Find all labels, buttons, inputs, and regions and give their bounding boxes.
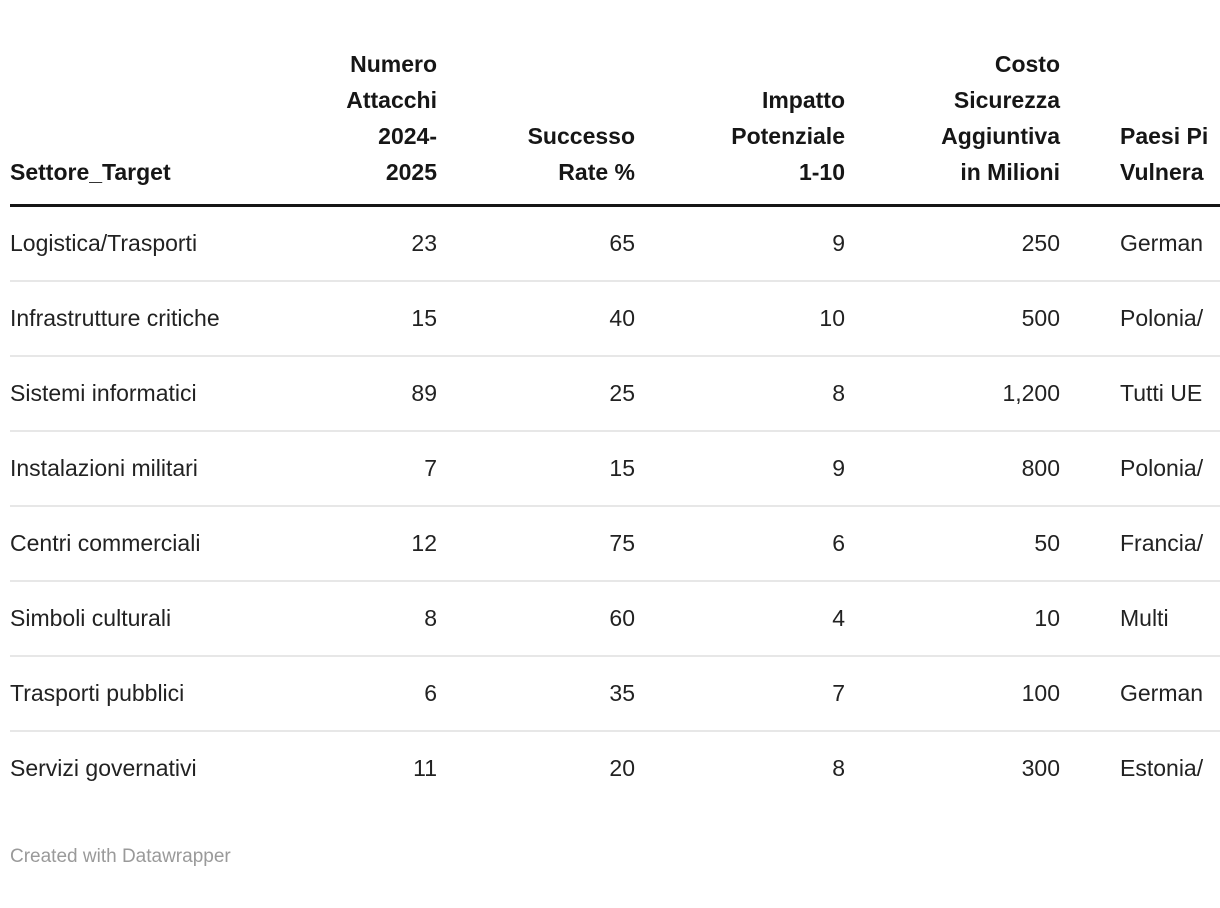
cell-settore: Logistica/Trasporti [10,205,250,282]
cell-impatto: 8 [635,356,845,432]
cell-attacchi: 6 [250,656,437,732]
cell-successo: 40 [437,281,635,357]
cell-settore: Sistemi informatici [10,356,250,432]
cell-successo: 75 [437,506,635,582]
cell-paesi: Francia/ [1060,506,1220,582]
datawrapper-credit-link[interactable]: Created with Datawrapper [10,846,231,867]
cell-paesi: Polonia/ [1060,431,1220,507]
header-line: Numero [350,51,437,77]
cell-attacchi: 12 [250,506,437,582]
header-line: Attacchi [346,87,437,113]
column-header-settore-target: Settore_Target [10,0,250,207]
cell-paesi: German [1060,205,1220,282]
cell-costo: 10 [845,581,1060,657]
cell-costo: 50 [845,506,1060,582]
column-header-impatto-potenziale: Impatto Potenziale 1-10 [635,0,845,207]
header-line: Impatto [761,87,845,113]
table-row: Infrastrutture critiche 15 40 10 500 Pol… [10,281,1220,357]
table-row: Servizi governativi 11 20 8 300 Estonia/ [10,731,1220,805]
cell-attacchi: 23 [250,205,437,282]
cell-successo: 25 [437,356,635,432]
cell-costo: 100 [845,656,1060,732]
cell-impatto: 8 [832,755,845,781]
table-row: Simboli culturali 8 60 4 10 Multi [10,581,1220,657]
cell-attacchi: 11 [413,755,437,781]
cell-impatto: 4 [635,581,845,657]
cell-settore: Instalazioni militari [10,431,250,507]
cell-attacchi: 89 [250,356,437,432]
header-line: in Milioni [960,159,1060,185]
header-line: Rate % [558,159,635,185]
header-line: Paesi Pi [1120,123,1209,149]
header-line: Vulnera [1120,159,1204,185]
cell-impatto: 6 [635,506,845,582]
header-line: Costo [994,51,1060,77]
column-header-paesi-vulnerabili: Paesi Pi Vulnera [1060,0,1220,207]
cell-paesi: Estonia/ [1120,755,1204,781]
table-row: Centri commerciali 12 75 6 50 Francia/ [10,506,1220,582]
cell-paesi: Multi [1060,581,1220,657]
cell-successo: 20 [609,755,635,781]
table-row: Trasporti pubblici 6 35 7 100 German [10,656,1220,732]
table-body: Logistica/Trasporti 23 65 9 250 German I… [10,205,1220,806]
cell-paesi: Polonia/ [1060,281,1220,357]
cell-successo: 15 [437,431,635,507]
cell-paesi: German [1060,656,1220,732]
cell-settore: Servizi governativi [10,755,197,781]
cell-paesi: Tutti UE [1060,356,1220,432]
cell-costo: 300 [1021,755,1060,781]
data-table: Settore_Target Numero Attacchi 2024- 202… [10,0,1220,805]
cell-attacchi: 8 [250,581,437,657]
cell-impatto: 9 [635,205,845,282]
cell-successo: 60 [437,581,635,657]
cell-costo: 500 [845,281,1060,357]
cell-impatto: 9 [635,431,845,507]
cell-successo: 65 [437,205,635,282]
column-header-numero-attacchi: Numero Attacchi 2024- 2025 [250,0,437,207]
header-line: 1-10 [798,159,845,185]
header-line: Potenziale [731,123,845,149]
column-header-successo-rate: Successo Rate % [437,0,635,207]
cell-settore: Centri commerciali [10,506,250,582]
header-line: Sicurezza [953,87,1060,113]
cell-settore: Trasporti pubblici [10,656,250,732]
table-container: Settore_Target Numero Attacchi 2024- 202… [10,0,1220,805]
cell-successo: 35 [437,656,635,732]
cell-costo: 250 [845,205,1060,282]
header-line: Successo [527,123,635,149]
table-row: Sistemi informatici 89 25 8 1,200 Tutti … [10,356,1220,432]
cell-costo: 800 [845,431,1060,507]
header-line: Settore_Target [10,159,171,185]
cell-costo: 1,200 [845,356,1060,432]
table-header: Settore_Target Numero Attacchi 2024- 202… [10,0,1220,207]
cell-settore: Infrastrutture critiche [10,281,250,357]
header-line: 2024- [378,123,437,149]
cell-impatto: 10 [635,281,845,357]
header-row: Settore_Target Numero Attacchi 2024- 202… [10,0,1220,207]
table-row: Logistica/Trasporti 23 65 9 250 German [10,205,1220,282]
cell-attacchi: 15 [250,281,437,357]
header-line: Aggiuntiva [941,123,1060,149]
header-line: 2025 [385,159,437,185]
column-header-costo-sicurezza: Costo Sicurezza Aggiuntiva in Milioni [845,0,1060,207]
cell-settore: Simboli culturali [10,581,250,657]
cell-impatto: 7 [635,656,845,732]
cell-attacchi: 7 [250,431,437,507]
table-row: Instalazioni militari 7 15 9 800 Polonia… [10,431,1220,507]
